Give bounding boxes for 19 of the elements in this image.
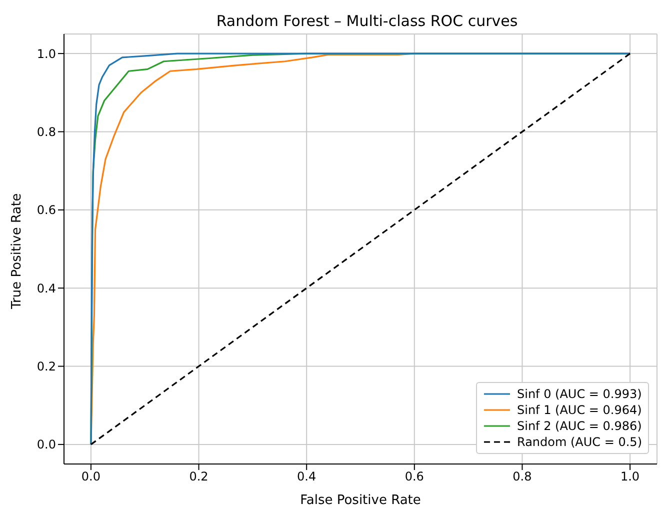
y-tick-label: 0.4 [36,281,56,296]
legend-label: Sinf 0 (AUC = 0.993) [517,386,642,402]
x-tick-label: 0.8 [512,470,532,484]
y-tick-label: 1.0 [36,46,56,61]
y-axis-title: True Positive Rate [10,193,25,310]
y-tick-label: 0.8 [36,124,56,139]
chart-title: Random Forest – Multi-class ROC curves [215,12,519,30]
x-axis-title: False Positive Rate [300,493,421,508]
y-tick-label: 0.6 [36,203,56,218]
x-tick-label: 1.0 [620,470,640,484]
y-tick-label: 0.2 [36,360,56,374]
x-tick-label: 0.4 [297,470,316,484]
legend-label: Random (AUC = 0.5) [517,434,642,450]
x-tick-label: 0.2 [189,470,208,484]
legend-label: Sinf 2 (AUC = 0.986) [517,418,642,434]
x-tick-label: 0.0 [81,470,100,484]
x-tick-label: 0.6 [404,470,424,484]
y-tick-label: 0.0 [36,438,56,452]
legend-label: Sinf 1 (AUC = 0.964) [517,402,642,418]
